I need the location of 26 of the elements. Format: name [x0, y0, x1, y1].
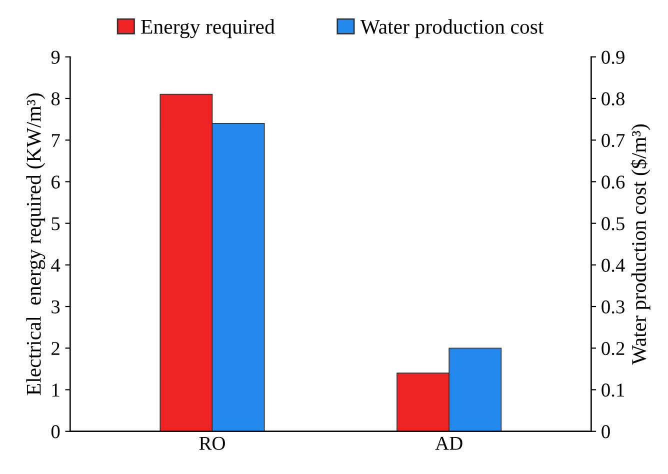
legend-label: Energy required	[141, 19, 275, 38]
y2-tick-label: 0.5	[602, 217, 624, 230]
y2-tick-label: 0	[602, 425, 610, 438]
y-tick-label: 8	[51, 92, 60, 106]
y-tick-label: 4	[51, 258, 60, 272]
y2-tick-label: 0.6	[602, 176, 625, 189]
y2-tick-label: 0.3	[602, 300, 624, 314]
x-tick-label: AD	[435, 436, 462, 450]
y2-axis-title: Water production cost ($/m³)	[630, 124, 650, 365]
y2-tick-label: 0.8	[602, 92, 624, 106]
y2-tick-label: 0.7	[602, 134, 625, 148]
y-tick-label: 9	[51, 50, 60, 64]
y2-tick-label: 0.1	[602, 384, 624, 397]
y-tick-label: 7	[52, 134, 60, 147]
y-tick-label: 1	[52, 384, 60, 396]
y-tick-label: 0	[51, 425, 60, 438]
y-tick-label: 6	[52, 176, 60, 189]
y2-tick-label: 0.2	[602, 342, 624, 356]
y-tick-label: 2	[52, 342, 60, 355]
y-tick-label: 5	[52, 217, 60, 230]
y-axis-title: Electrical energy required (KW/m³)	[26, 93, 46, 396]
y-tick-label: 3	[52, 300, 60, 314]
x-tick-label: RO	[199, 436, 225, 450]
y2-tick-label: 0.4	[602, 258, 625, 272]
legend-label: Water production cost	[360, 19, 544, 38]
y2-tick-label: 0.9	[602, 50, 624, 64]
